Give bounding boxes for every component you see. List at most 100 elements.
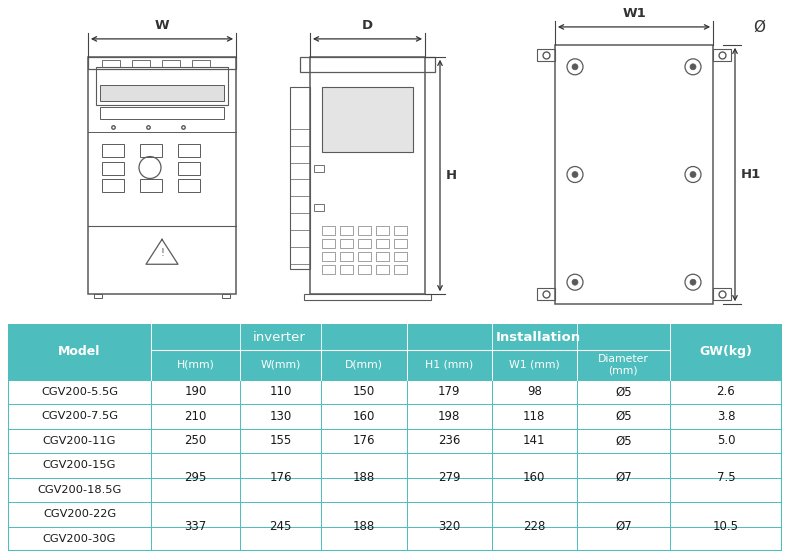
Text: D: D xyxy=(362,19,373,32)
Bar xyxy=(491,527,577,551)
Bar xyxy=(670,453,782,478)
Bar xyxy=(358,265,371,274)
Bar xyxy=(322,252,335,261)
Text: 98: 98 xyxy=(527,386,542,398)
Bar xyxy=(151,429,240,453)
Bar xyxy=(394,227,407,235)
Bar xyxy=(322,379,407,404)
Text: Ø5: Ø5 xyxy=(615,410,632,423)
Text: 245: 245 xyxy=(269,520,292,534)
Bar xyxy=(178,162,200,175)
Bar xyxy=(94,294,102,298)
Bar xyxy=(322,453,407,478)
Bar xyxy=(240,527,322,551)
Bar xyxy=(340,252,353,261)
Bar xyxy=(394,252,407,261)
Text: Installation: Installation xyxy=(495,331,581,343)
Bar xyxy=(407,404,491,429)
Circle shape xyxy=(572,279,578,285)
Circle shape xyxy=(690,279,696,285)
Bar xyxy=(713,288,731,300)
Bar xyxy=(491,502,577,527)
Bar xyxy=(8,429,151,453)
Bar xyxy=(290,87,310,269)
Bar xyxy=(340,265,353,274)
Bar xyxy=(577,404,670,429)
Bar xyxy=(376,227,389,235)
Text: 198: 198 xyxy=(438,410,461,423)
Bar xyxy=(88,57,236,294)
Bar xyxy=(192,60,210,67)
Text: 210: 210 xyxy=(184,410,207,423)
Text: 236: 236 xyxy=(438,434,461,448)
Bar xyxy=(407,527,491,551)
Circle shape xyxy=(572,172,578,177)
Bar xyxy=(670,478,782,502)
Bar xyxy=(151,324,407,350)
Bar xyxy=(322,239,335,248)
Text: 190: 190 xyxy=(184,386,207,398)
Bar xyxy=(394,239,407,248)
Bar xyxy=(713,49,731,61)
Bar xyxy=(300,57,435,72)
Bar xyxy=(376,252,389,261)
Bar xyxy=(8,404,151,429)
Bar xyxy=(670,379,782,404)
Bar xyxy=(240,379,322,404)
Bar xyxy=(376,239,389,248)
Bar xyxy=(407,478,491,502)
Bar xyxy=(537,49,555,61)
Text: W: W xyxy=(155,19,169,32)
Bar xyxy=(394,265,407,274)
Text: 250: 250 xyxy=(185,434,207,448)
Text: 176: 176 xyxy=(269,471,292,484)
Bar xyxy=(670,429,782,453)
Bar xyxy=(151,350,240,379)
Bar xyxy=(314,204,324,212)
Bar xyxy=(8,502,151,527)
Bar xyxy=(151,478,240,502)
Text: CGV200-11G: CGV200-11G xyxy=(43,436,116,446)
Bar xyxy=(240,478,322,502)
Bar xyxy=(670,527,782,551)
Bar xyxy=(8,324,151,379)
Bar xyxy=(140,143,162,157)
Text: CGV200-5.5G: CGV200-5.5G xyxy=(41,387,118,397)
Bar xyxy=(340,239,353,248)
Bar xyxy=(178,179,200,192)
Bar xyxy=(407,324,670,350)
Text: 279: 279 xyxy=(438,471,461,484)
Text: 5.0: 5.0 xyxy=(717,434,735,448)
Bar xyxy=(322,404,407,429)
Text: H1 (mm): H1 (mm) xyxy=(425,360,473,370)
Bar xyxy=(322,350,407,379)
Text: !: ! xyxy=(160,248,164,258)
Text: Ø7: Ø7 xyxy=(615,471,632,484)
Bar xyxy=(491,478,577,502)
Text: CGV200-7.5G: CGV200-7.5G xyxy=(41,412,118,422)
Text: 2.6: 2.6 xyxy=(717,386,735,398)
Bar xyxy=(8,478,151,502)
Bar xyxy=(407,429,491,453)
Bar xyxy=(8,379,151,404)
Bar xyxy=(322,227,335,235)
Bar xyxy=(102,179,124,192)
Text: 155: 155 xyxy=(269,434,292,448)
Text: 7.5: 7.5 xyxy=(717,471,735,484)
Bar xyxy=(376,265,389,274)
Bar xyxy=(491,429,577,453)
Bar xyxy=(491,379,577,404)
Bar xyxy=(491,453,577,478)
Text: 188: 188 xyxy=(353,471,375,484)
Text: CGV200-18.5G: CGV200-18.5G xyxy=(37,485,122,495)
Text: CGV200-15G: CGV200-15G xyxy=(43,460,116,470)
Bar xyxy=(240,350,322,379)
Bar xyxy=(132,60,150,67)
Text: 160: 160 xyxy=(353,410,375,423)
Bar xyxy=(670,404,782,429)
Text: Ø: Ø xyxy=(753,19,765,34)
Bar xyxy=(88,57,236,69)
Bar xyxy=(555,45,713,304)
Bar xyxy=(310,57,425,294)
Text: Model: Model xyxy=(58,345,100,358)
